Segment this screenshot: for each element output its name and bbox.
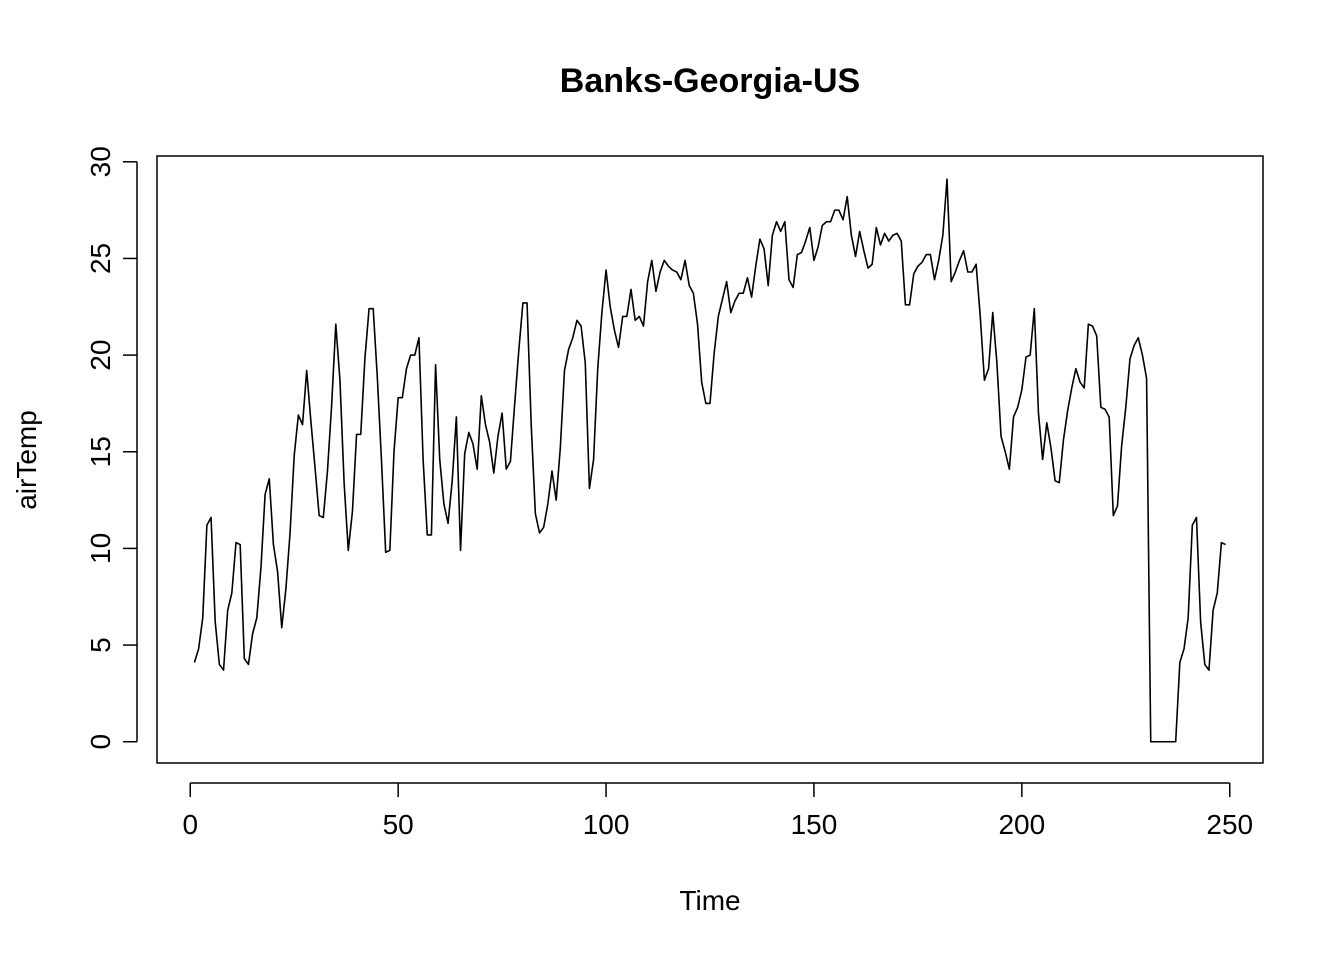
x-tick-label: 150 — [791, 809, 838, 840]
x-tick-label: 250 — [1206, 809, 1253, 840]
x-axis-label: Time — [679, 885, 740, 916]
series-line-airtemp — [193, 178, 1226, 743]
y-tick-label: 30 — [85, 146, 116, 177]
chart-title: Banks-Georgia-US — [560, 62, 860, 100]
y-axis: 0 5 10 15 20 25 30 — [85, 146, 138, 750]
y-tick-label: 15 — [85, 436, 116, 467]
x-tick-label: 0 — [182, 809, 198, 840]
x-tick-label: 200 — [998, 809, 1045, 840]
y-tick-label: 5 — [85, 637, 116, 653]
plot-frame — [156, 155, 1264, 764]
y-tick-label: 10 — [85, 533, 116, 564]
x-axis: 0 50 100 150 200 250 — [182, 782, 1253, 840]
y-axis-label: airTemp — [11, 410, 42, 510]
y-tick-label: 25 — [85, 243, 116, 274]
y-tick-label: 0 — [85, 734, 116, 750]
y-tick-label: 20 — [85, 340, 116, 371]
x-tick-label: 50 — [383, 809, 414, 840]
x-tick-label: 100 — [583, 809, 630, 840]
